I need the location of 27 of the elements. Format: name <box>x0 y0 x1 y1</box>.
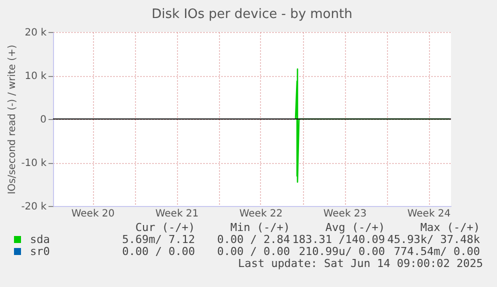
y-axis-title: IOs/second read (-) / write (+) <box>7 44 18 194</box>
x-tick-label: Week 23 <box>323 208 367 220</box>
x-tick-label: Week 20 <box>71 208 115 220</box>
text: 0.00 / 0.00 <box>216 245 290 258</box>
x-tick-label: Week 24 <box>407 208 451 220</box>
text: 210.99u/ 0.00 <box>298 245 385 258</box>
text: Max (-/+) <box>419 221 480 234</box>
text: 45.93k/ 37.48k <box>386 233 480 246</box>
y-tick-label: -10 k <box>21 158 47 169</box>
text: Min (-/+) <box>229 221 290 234</box>
text: 0.00 / 2.84 <box>216 233 290 246</box>
text: 0.00 / 0.00 <box>121 245 195 258</box>
y-tick-label: 10 k <box>24 71 47 82</box>
chart-title: Disk IOs per device - by month <box>152 7 352 22</box>
x-tick-label: Week 22 <box>239 208 283 220</box>
text: Avg (-/+) <box>324 221 385 234</box>
x-tick-label: Week 21 <box>155 208 199 220</box>
text: 183.31 /140.09 <box>291 233 385 246</box>
y-tick-label: -20 k <box>21 202 47 212</box>
text: Last update: Sat Jun 14 09:00:02 2025 <box>236 257 484 270</box>
y-tick-label: 0 <box>40 114 46 126</box>
text: 5.69m/ 7.12 <box>121 233 195 246</box>
text: 774.54m/ 0.00 <box>392 245 480 258</box>
text: Cur (-/+) <box>134 221 195 234</box>
y-tick-label: 20 k <box>24 28 47 38</box>
legend-label: sr0 <box>29 245 50 258</box>
legend-label: sda <box>29 233 50 246</box>
